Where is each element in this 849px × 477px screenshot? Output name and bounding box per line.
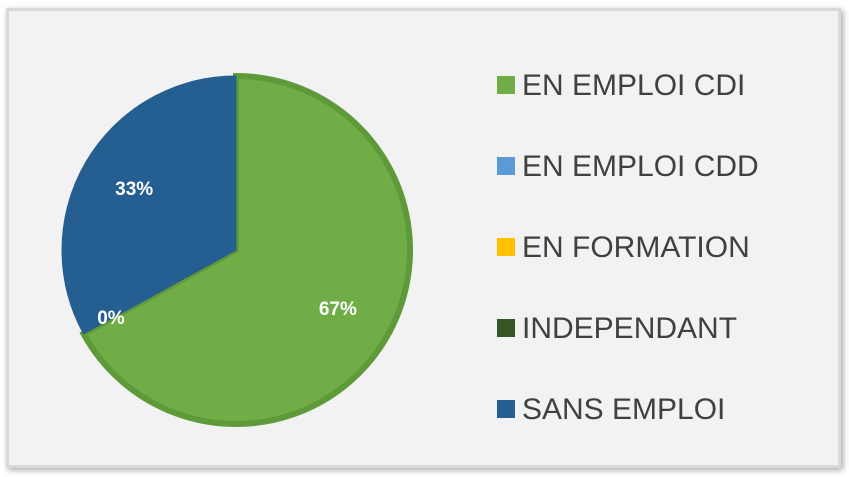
legend-swatch [497,400,515,418]
legend-swatch [497,238,515,256]
legend-label: SANS EMPLOI [522,393,725,426]
legend-swatch [497,319,515,337]
pie-slice [79,72,413,427]
pie-slice [61,75,237,335]
legend-swatch [497,157,515,175]
slice-label: 67% [319,299,357,320]
slice-label: 0% [97,308,125,329]
legend-swatch [497,76,515,94]
legend-label: EN EMPLOI CDI [522,69,745,102]
legend-label: EN FORMATION [522,231,750,264]
legend-label: EN EMPLOI CDD [522,150,759,183]
slice-label: 33% [115,179,153,200]
legend-label: INDEPENDANT [522,312,737,345]
